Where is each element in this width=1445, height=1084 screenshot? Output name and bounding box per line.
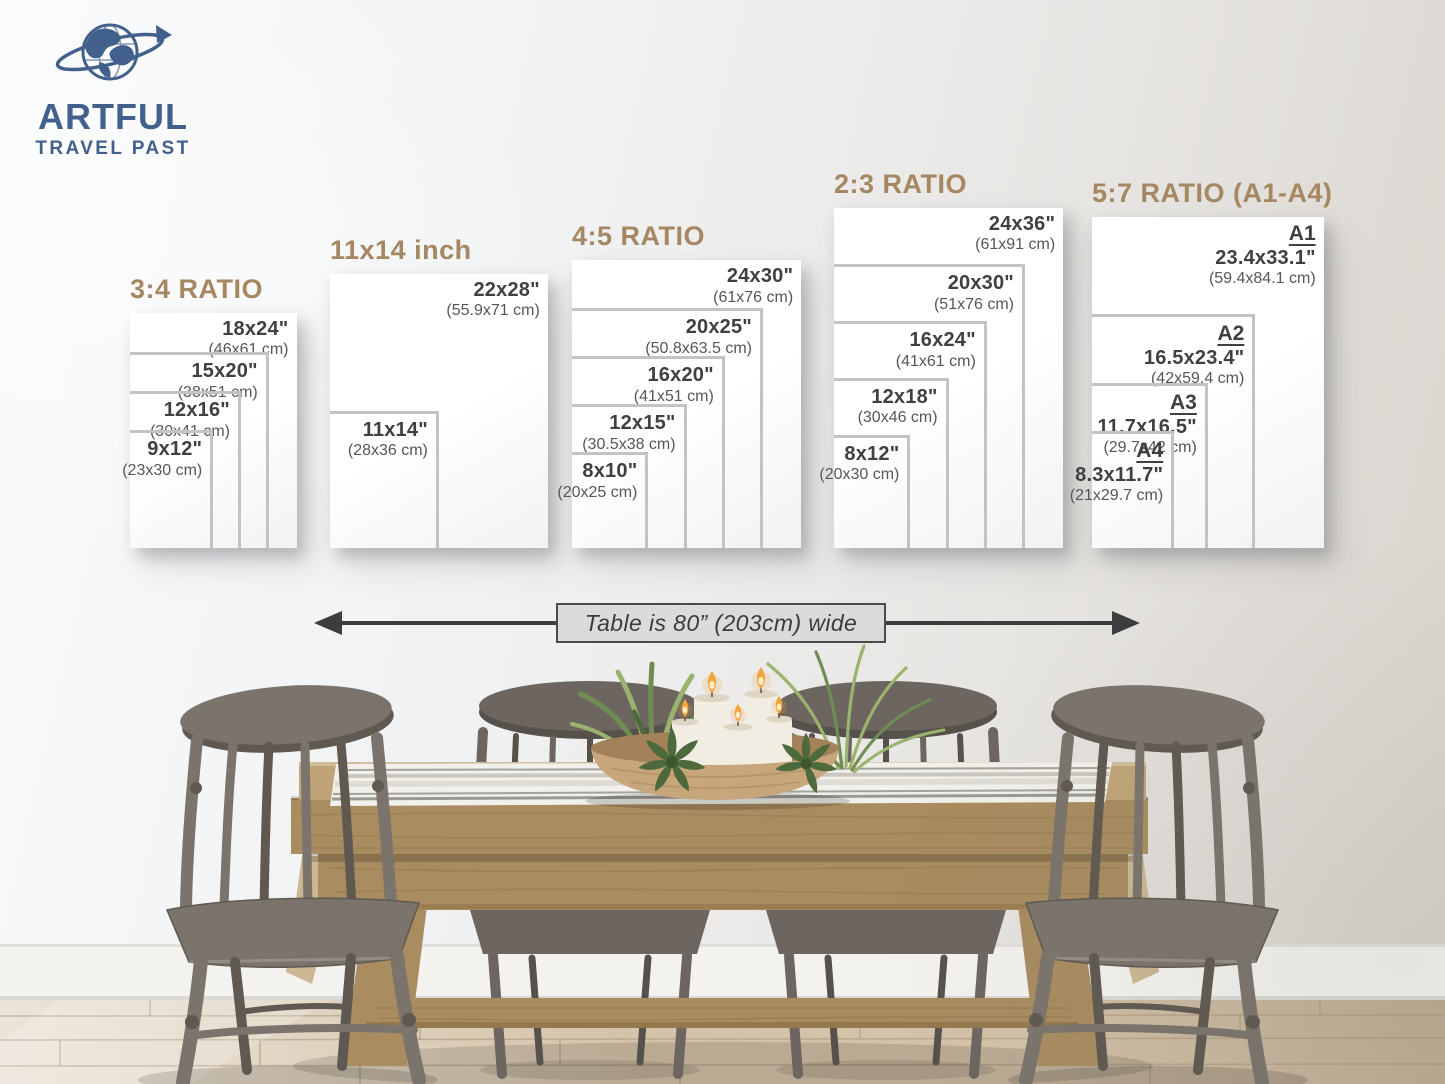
table-width-annotation: Table is 80” (203cm) wide (0, 595, 1445, 657)
size-centimeters: (20x25 cm) (557, 483, 638, 501)
size-centimeters: (59.4x84.1 cm) (1208, 270, 1316, 288)
size-inches: 20x30" (947, 272, 1014, 295)
size-inches: 18x24" (222, 317, 289, 340)
size-inches: 16x24" (909, 329, 976, 352)
size-centimeters: (30x46 cm) (857, 409, 938, 427)
size-rect: 12x15" (30.5x38 cm) (572, 404, 687, 548)
size-rect: 11x14" (28x36 cm) (330, 410, 439, 548)
size-group-title: 2:3 RATIO (834, 168, 968, 199)
size-centimeters: (30.5x38 cm) (582, 435, 676, 453)
size-centimeters: (61x91 cm) (975, 236, 1056, 254)
size-rect: 16x24" (41x61 cm) (834, 321, 987, 548)
size-centimeters: (41x51 cm) (633, 387, 714, 405)
size-rect: 12x18" (30x46 cm) (834, 377, 949, 548)
size-inches: 15x20" (191, 359, 258, 382)
size-label: A4 8.3x11.7" (21x29.7 cm) (1070, 439, 1163, 506)
size-rect: 20x25" (50.8x63.5 cm) (572, 308, 763, 548)
size-rect: A1 23.4x33.1" (59.4x84.1 cm) (1092, 217, 1324, 548)
brand-logo: ARTFUL TRAVEL PAST (34, 12, 192, 160)
size-centimeters: (23x30 cm) (122, 461, 203, 479)
size-inches: 22x28" (473, 278, 540, 301)
size-label: 8x10" (20x25 cm) (557, 460, 637, 502)
size-rect: 20x30" (51x76 cm) (834, 264, 1025, 548)
size-rect: 24x36" (61x91 cm) (834, 208, 1063, 548)
size-rect: 22x28" (55.9x71 cm) (330, 274, 548, 548)
size-label: 20x30" (51x76 cm) (934, 272, 1014, 314)
globe-orbit-icon (55, 23, 172, 81)
size-inches: 12x15" (609, 412, 676, 434)
size-centimeters: (51x76 cm) (933, 296, 1014, 314)
size-inches: 24x30" (726, 265, 794, 287)
size-label: 11x14" (28x36 cm) (348, 419, 428, 461)
size-name: A2 (1217, 322, 1245, 345)
brand-tagline: TRAVEL PAST (35, 138, 191, 159)
size-group: 11x14 inch 22x28" (55.9x71 cm) 11x14" (28x36… (330, 235, 548, 548)
size-centimeters: (41x61 cm) (895, 352, 976, 370)
size-inches: 12x16" (163, 399, 230, 422)
size-centimeters: (21x29.7 cm) (1069, 487, 1164, 505)
size-centimeters: (20x30 cm) (819, 466, 900, 484)
size-group: 5:7 RATIO (A1-A4) A1 23.4x33.1" (59.4x84.1 … (1070, 178, 1332, 548)
size-label: 16x24" (41x61 cm) (896, 329, 976, 371)
size-inches: 8x10" (582, 460, 638, 482)
size-rect: 9x12" (23x30 cm) (122, 430, 214, 548)
size-group: 3:4 RATIO 18x24" (46x61 cm) 15x20" (38x51 cm… (122, 274, 297, 548)
size-label: 20x25" (50.8x63.5 cm) (645, 316, 752, 358)
size-label: 24x30" (61x76 cm) (713, 265, 793, 307)
size-label: 8x12" (20x30 cm) (819, 443, 899, 485)
size-inches: 12x18" (871, 385, 938, 408)
table-width-label: Table is 80” (203cm) wide (556, 603, 886, 643)
size-group-title: 4:5 RATIO (572, 221, 706, 251)
size-label: 9x12" (23x30 cm) (122, 438, 202, 480)
size-label: 24x36" (61x91 cm) (975, 213, 1055, 255)
size-inches: 11x14" (362, 418, 428, 441)
size-inches: 9x12" (147, 438, 203, 461)
size-rect: 16x20" (41x51 cm) (572, 356, 725, 548)
size-group-title: 5:7 RATIO (A1-A4) (1092, 178, 1333, 208)
size-label: A1 23.4x33.1" (59.4x84.1 cm) (1209, 222, 1316, 289)
size-inches: 8.3x11.7" (1075, 463, 1164, 486)
size-centimeters: (61x76 cm) (713, 288, 794, 306)
size-inches: 24x36" (988, 212, 1056, 235)
size-name: A4 (1136, 439, 1164, 462)
size-centimeters: (28x36 cm) (347, 442, 428, 460)
size-label: 22x28" (55.9x71 cm) (446, 279, 539, 321)
size-group-title: 3:4 RATIO (130, 273, 264, 304)
size-rect: 24x30" (61x76 cm) (572, 260, 801, 548)
size-centimeters: (55.9x71 cm) (446, 302, 540, 320)
size-inches: 16x20" (647, 364, 714, 386)
size-inches: 23.4x33.1" (1215, 246, 1316, 269)
size-name: A3 (1169, 391, 1197, 414)
size-centimeters: (50.8x63.5 cm) (645, 339, 752, 357)
size-inches: 8x12" (844, 442, 900, 465)
size-rect: 8x10" (20x25 cm) (557, 452, 649, 548)
size-rect: A4 8.3x11.7" (21x29.7 cm) (1070, 431, 1175, 548)
size-group: 2:3 RATIO 24x36" (61x91 cm) 20x30" (51x76 cm… (819, 169, 1064, 548)
size-label: A2 16.5x23.4" (42x59.4 cm) (1144, 322, 1244, 389)
brand-name: ARTFUL (38, 96, 188, 137)
size-group-title: 11x14 inch (330, 234, 472, 265)
size-label: 16x20" (41x51 cm) (634, 364, 714, 406)
size-inches: 20x25" (685, 316, 752, 338)
size-inches: 16.5x23.4" (1143, 346, 1245, 369)
size-label: 12x15" (30.5x38 cm) (582, 412, 675, 454)
size-name: A1 (1288, 222, 1316, 245)
size-label: 12x18" (30x46 cm) (858, 386, 938, 428)
size-group: 4:5 RATIO 24x30" (61x76 cm) 20x25" (50.8x63.… (557, 221, 802, 548)
size-rect: 8x12" (20x30 cm) (819, 434, 911, 548)
